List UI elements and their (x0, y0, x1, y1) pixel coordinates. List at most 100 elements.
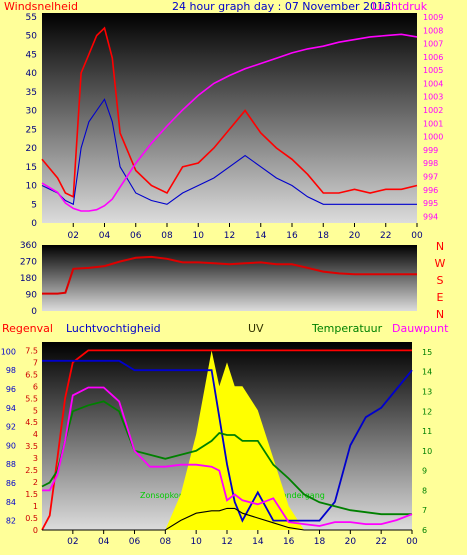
panel3-dewpoint-label: Dauwpunt (392, 322, 449, 335)
sunset-annotation: Zonsondergang (262, 491, 325, 500)
panel1-x-tick-label: 06 (130, 231, 142, 241)
panel3-rain-label: Regenval (2, 322, 53, 335)
panel1-x-tick-label: 14 (255, 231, 267, 241)
panel2-direction-letter: W (435, 257, 446, 270)
panel2-y-tick-label: 0 (31, 307, 37, 317)
panel1-right-tick-label: 1004 (423, 79, 443, 88)
panel2-direction-letter: N (436, 308, 444, 321)
panel3-rain-tick-label: 5 (33, 406, 38, 415)
panel1-x-tick-label: 00 (411, 231, 423, 241)
panel1-left-tick-label: 45 (26, 50, 37, 60)
panel3-x-tick-label: 00 (406, 537, 418, 547)
panel3-rain-tick-label: 4.5 (25, 418, 38, 427)
solar-line (42, 507, 412, 531)
panel1-left-tick-label: 50 (26, 32, 38, 42)
panel3-x-tick-label: 12 (221, 537, 232, 547)
panel1-x-tick-label: 16 (286, 231, 298, 241)
panel1-left-tick-label: 40 (26, 69, 38, 79)
panel3-temperature-tick-label: 10 (422, 447, 432, 456)
panel3-x-tick-label: 04 (98, 537, 110, 547)
panel3-temperature-tick-label: 7 (422, 506, 427, 515)
panel3-rain-tick-label: 0 (33, 526, 38, 535)
dewpoint-line (42, 386, 413, 527)
panel3-temperature-tick-label: 11 (422, 427, 432, 436)
panel3-x-tick-label: 18 (314, 537, 326, 547)
panel3-humidity-tick-label: 84 (6, 498, 16, 507)
panel3-rain-tick-label: 3 (33, 454, 38, 463)
panel3-humidity-tick-label: 90 (6, 441, 16, 450)
panel1-x-tick-label: 20 (349, 231, 361, 241)
pressure-line (41, 33, 418, 212)
panel2-y-tick-label: 90 (26, 291, 38, 301)
panel1-left-tick-label: 25 (26, 125, 37, 135)
panel3-humidity-tick-label: 82 (6, 517, 16, 526)
panel3-temperature-tick-label: 13 (422, 387, 432, 396)
panel3-x-tick-label: 20 (345, 537, 357, 547)
chart-marks: 02 04 06 08 10 12 14 16 18 20 22 000510152025303540… (1, 13, 444, 547)
panel2-direction-letter: E (437, 291, 444, 304)
panel3-x-tick-label: 08 (160, 537, 172, 547)
panel1-x-tick-label: 02 (68, 231, 79, 241)
panel3-rain-tick-label: 1.5 (25, 490, 38, 499)
panel3-rain-tick-label: 3.5 (25, 442, 38, 451)
panel1-right-tick-label: 999 (423, 146, 438, 155)
panel3-x-tick-label: 06 (129, 537, 141, 547)
panel3-x-tick-label: 16 (283, 537, 295, 547)
panel3-temperature-tick-label: 8 (422, 486, 427, 495)
panel3-temperature-tick-label: 14 (422, 368, 432, 377)
panel3-rain-tick-label: 7 (33, 358, 38, 367)
panel3-rain-tick-label: 6 (33, 382, 38, 391)
panel2-y-tick-label: 270 (20, 258, 37, 268)
temperature-line (41, 400, 412, 516)
panel3-temperature-label: Temperatuur (311, 322, 383, 335)
uv-area (42, 350, 412, 530)
panel1-right-tick-label: 1009 (423, 13, 443, 22)
panel3-x-tick-label: 22 (375, 537, 386, 547)
panel1-right-label: Luchtdruk (372, 0, 428, 13)
panel1-left-tick-label: 10 (26, 182, 38, 192)
panel1-x-tick-label: 18 (318, 231, 330, 241)
panel3-temperature-tick-label: 12 (422, 407, 432, 416)
panel1-left-tick-label: 30 (26, 107, 38, 117)
panel3-rain-tick-label: 2 (33, 478, 38, 487)
panel3-rain-tick-label: 5.5 (25, 394, 38, 403)
panel3-rain-tick-label: 4 (33, 430, 38, 439)
panel3-rain-tick-label: 2.5 (25, 466, 38, 475)
panel1-right-tick-label: 994 (423, 212, 438, 221)
panel2-plot-area (42, 245, 417, 311)
panel1-x-tick-label: 10 (193, 231, 205, 241)
panel3-humidity-tick-label: 86 (6, 479, 16, 488)
panel3-rain-tick-label: 0.5 (25, 514, 38, 523)
panel3-rain-tick-label: 1 (33, 502, 38, 511)
panel1-left-tick-label: 15 (26, 163, 37, 173)
panel1-left-tick-label: 20 (26, 144, 38, 154)
panel2-y-tick-label: 360 (20, 241, 37, 251)
rain-line (41, 349, 412, 531)
humidity-line (42, 359, 413, 523)
panel3-uv-label: UV (248, 322, 264, 335)
wind-gust-line (41, 26, 418, 199)
panel1-right-tick-label: 1001 (423, 119, 443, 128)
panel1-x-tick-label: 04 (99, 231, 111, 241)
panel3-humidity-tick-label: 92 (6, 423, 16, 432)
panel1-left-tick-label: 35 (26, 88, 37, 98)
panel3-humidity-tick-label: 94 (6, 404, 16, 413)
panel1-right-tick-label: 1003 (423, 93, 443, 102)
panel3-temperature-tick-label: 15 (422, 348, 432, 357)
panel3-rain-tick-label: 6.5 (25, 370, 38, 379)
panel1-plot-area (42, 13, 417, 223)
panel1-right-tick-label: 995 (423, 199, 438, 208)
wind-avg-line (41, 98, 417, 206)
panel1-right-tick-label: 1007 (423, 40, 443, 49)
panel3-humidity-tick-label: 96 (6, 385, 16, 394)
panel3-x-tick-label: 10 (190, 537, 202, 547)
panel3-humidity-label: Luchtvochtigheid (66, 322, 161, 335)
panel2-y-tick-label: 180 (20, 274, 37, 284)
wind-direction-line (42, 255, 417, 295)
panel1-x-tick-label: 12 (224, 231, 235, 241)
panel3-humidity-tick-label: 98 (6, 366, 16, 375)
panel3-humidity-tick-label: 100 (1, 347, 16, 356)
panel1-left-tick-label: 55 (26, 13, 37, 23)
panel1-x-tick-label: 08 (161, 231, 173, 241)
